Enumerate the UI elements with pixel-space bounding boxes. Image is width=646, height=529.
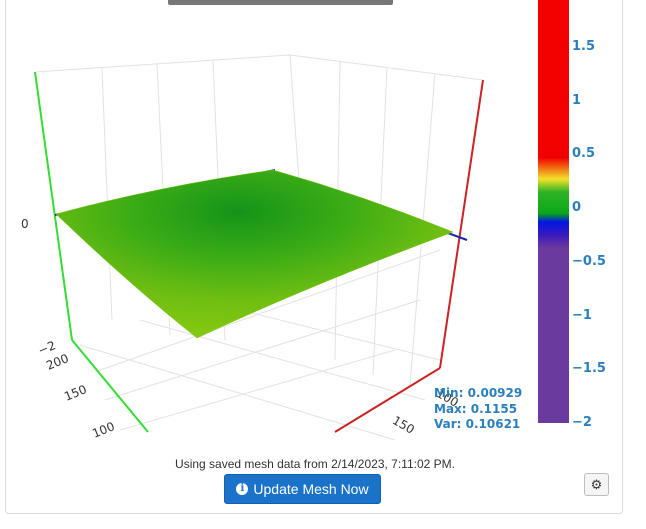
colorbar-tick-neg-2: −2	[572, 415, 592, 430]
update-mesh-button-label: Update Mesh Now	[253, 481, 369, 497]
gear-icon: ⚙	[590, 476, 603, 492]
colorbar-tick-neg-1-5: −1.5	[572, 361, 606, 376]
plot-modebar[interactable]	[168, 0, 393, 5]
info-circle-icon: i	[236, 483, 249, 495]
settings-button[interactable]: ⚙	[584, 473, 609, 496]
y-axis-line	[71, 339, 149, 433]
colorbar-tick-neg-1: −1	[572, 308, 592, 323]
mesh-min-stat: Min: 0.00929	[434, 386, 523, 400]
colorbar-tick-0: 0	[572, 200, 582, 215]
saved-mesh-timestamp: Using saved mesh data from 2/14/2023, 7:…	[175, 457, 455, 471]
x-axis-line-vertical	[439, 79, 484, 369]
update-mesh-button[interactable]: i Update Mesh Now	[224, 474, 381, 504]
mesh-surface[interactable]	[55, 169, 454, 339]
colorbar-tick-1-5: 1.5	[572, 39, 596, 54]
z-axis-line	[34, 71, 73, 341]
colorbar-tick-0-5: 0.5	[572, 146, 596, 161]
colorbar-gradient	[538, 0, 569, 423]
colorbar-tick-neg-0-5: −0.5	[572, 254, 606, 269]
colorbar-tick-1: 1	[572, 93, 582, 108]
z-tick-zero: 0	[21, 217, 29, 231]
mesh-var-stat: Var: 0.10621	[434, 417, 521, 431]
x-axis-line	[334, 367, 441, 433]
mesh-max-stat: Max: 0.1155	[434, 402, 518, 416]
